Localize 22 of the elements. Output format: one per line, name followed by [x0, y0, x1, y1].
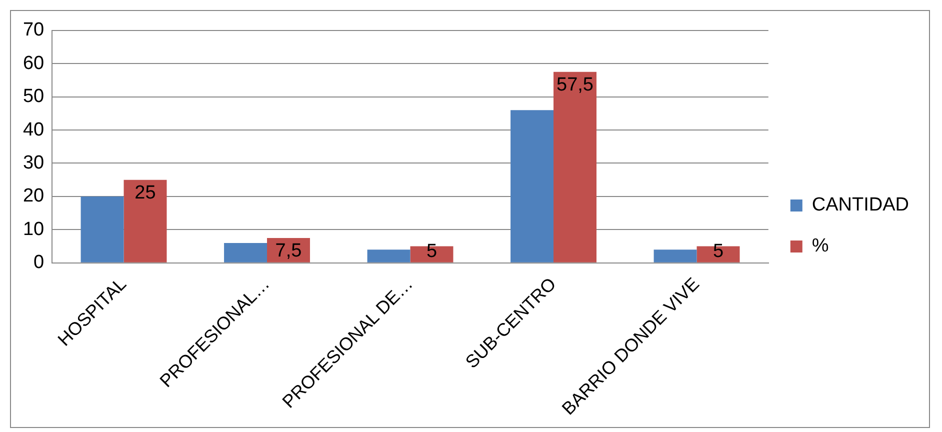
data-label: 5 — [712, 241, 724, 262]
data-label: 25 — [134, 182, 156, 204]
data-label: 7,5 — [275, 240, 302, 262]
y-tick-label: 20 — [22, 186, 44, 207]
bar — [224, 242, 268, 262]
y-tick-label: 60 — [22, 52, 44, 74]
y-tick-label: 10 — [22, 218, 44, 240]
y-tick-label: 40 — [22, 119, 44, 140]
bar — [124, 180, 167, 262]
legend-label: % — [812, 236, 829, 257]
y-tick-label: 50 — [22, 86, 44, 108]
y-tick-label: 30 — [22, 152, 44, 174]
data-label: 5 — [426, 241, 438, 262]
bar — [510, 110, 554, 262]
y-tick-label: 70 — [22, 20, 44, 41]
legend-label: CANTIDAD — [812, 194, 910, 216]
data-label: 57,5 — [556, 74, 594, 96]
y-tick-label: 0 — [34, 252, 44, 274]
bar — [654, 250, 697, 262]
bar — [554, 72, 596, 262]
bar — [367, 250, 410, 262]
bar — [80, 196, 124, 262]
